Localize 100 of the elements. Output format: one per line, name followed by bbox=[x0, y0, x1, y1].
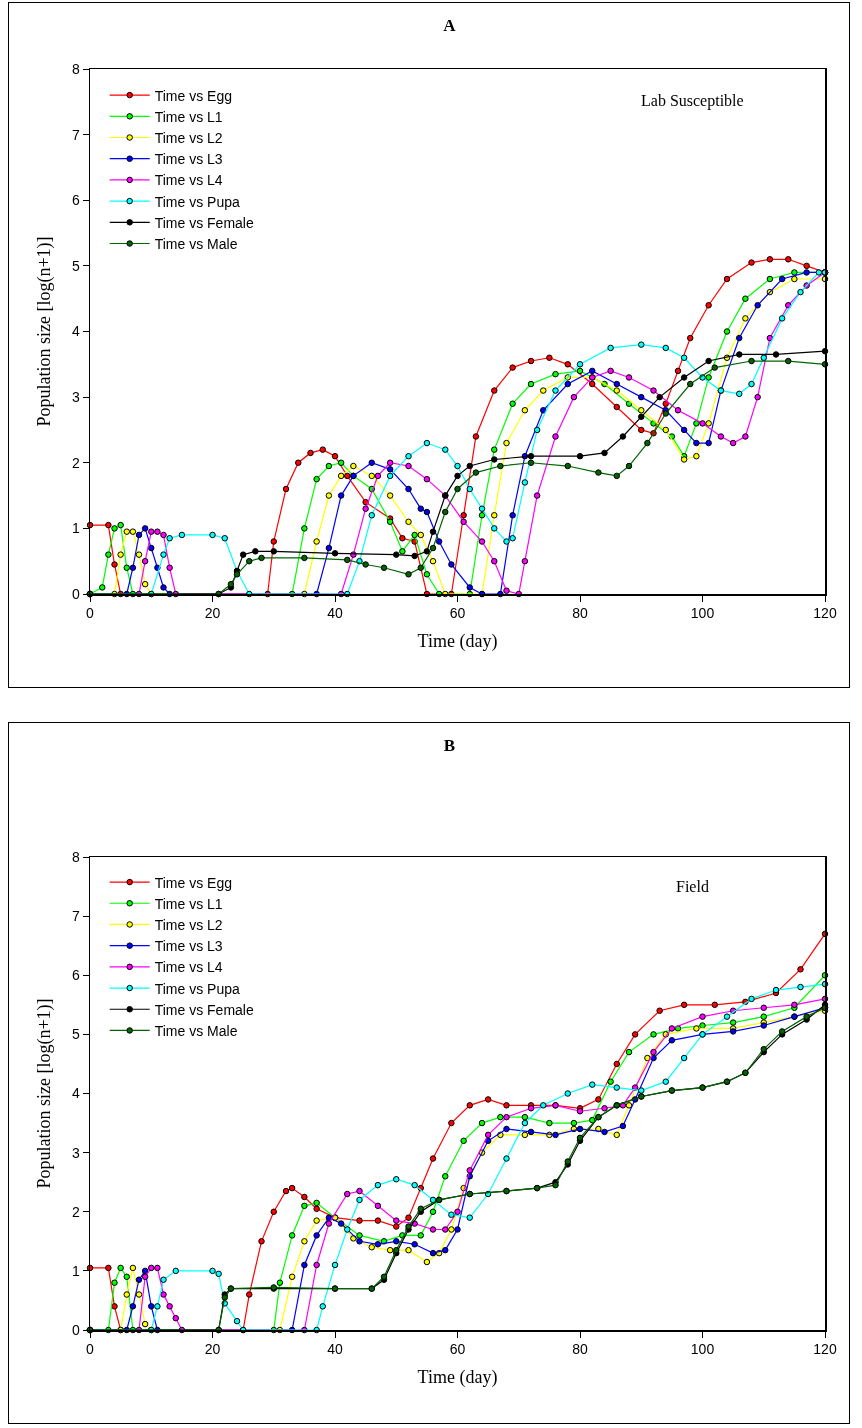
point bbox=[105, 551, 112, 558]
point bbox=[680, 1054, 688, 1062]
point bbox=[460, 512, 467, 519]
point bbox=[111, 1303, 118, 1310]
point bbox=[301, 1238, 308, 1245]
point bbox=[350, 551, 357, 558]
point bbox=[166, 564, 173, 571]
point bbox=[491, 557, 498, 565]
y-axis-title: Population size [log(n+1)] bbox=[34, 998, 56, 1189]
point bbox=[466, 462, 473, 470]
point bbox=[423, 508, 431, 516]
point bbox=[705, 374, 712, 381]
point bbox=[680, 1001, 688, 1009]
point bbox=[625, 374, 633, 381]
point bbox=[748, 380, 755, 388]
point bbox=[148, 544, 155, 552]
point bbox=[160, 551, 167, 558]
point bbox=[301, 1202, 308, 1210]
point bbox=[564, 462, 571, 470]
x-tick-label: 20 bbox=[204, 605, 221, 622]
point bbox=[368, 459, 375, 466]
y-tick-label: 7 bbox=[71, 126, 80, 143]
point bbox=[417, 505, 424, 512]
point bbox=[680, 426, 688, 434]
point bbox=[386, 472, 394, 480]
point bbox=[429, 1249, 437, 1257]
point bbox=[160, 531, 167, 539]
point bbox=[374, 1181, 382, 1189]
point bbox=[527, 357, 535, 365]
point bbox=[546, 1119, 553, 1127]
point bbox=[619, 1122, 627, 1130]
point bbox=[154, 1303, 161, 1310]
legend-label: Time vs Egg bbox=[154, 874, 232, 891]
point bbox=[662, 426, 669, 434]
point bbox=[674, 367, 682, 375]
point bbox=[613, 1060, 620, 1068]
point bbox=[411, 1181, 418, 1189]
point bbox=[331, 1261, 339, 1269]
point bbox=[356, 1196, 363, 1204]
point bbox=[221, 534, 228, 542]
point bbox=[141, 525, 149, 532]
point bbox=[117, 1264, 124, 1272]
point bbox=[711, 364, 718, 371]
point bbox=[595, 469, 602, 476]
point bbox=[613, 403, 620, 411]
point bbox=[668, 433, 676, 440]
point bbox=[668, 1037, 676, 1044]
point bbox=[509, 512, 516, 519]
point bbox=[160, 1276, 167, 1283]
point bbox=[386, 518, 394, 526]
x-tick-label: 80 bbox=[572, 1341, 588, 1358]
point bbox=[337, 1220, 345, 1227]
point bbox=[301, 525, 308, 532]
point bbox=[166, 534, 173, 542]
point bbox=[527, 459, 535, 466]
point bbox=[570, 393, 578, 401]
y-tick-label: 2 bbox=[71, 454, 80, 471]
point bbox=[374, 1202, 382, 1210]
point bbox=[135, 1276, 143, 1283]
point bbox=[178, 531, 186, 539]
point bbox=[141, 1273, 149, 1281]
y-tick-label: 4 bbox=[71, 1085, 80, 1102]
point bbox=[233, 1317, 241, 1325]
point bbox=[123, 528, 130, 535]
point bbox=[288, 1184, 296, 1192]
point bbox=[423, 548, 431, 555]
point bbox=[723, 275, 731, 283]
point bbox=[288, 1232, 296, 1239]
point bbox=[491, 456, 498, 463]
point bbox=[454, 472, 461, 480]
point bbox=[227, 580, 235, 588]
point bbox=[460, 518, 467, 526]
point bbox=[252, 548, 259, 555]
point bbox=[576, 361, 584, 368]
point bbox=[435, 538, 443, 545]
point bbox=[337, 459, 345, 466]
annotation: Lab Susceptible bbox=[641, 92, 744, 110]
point bbox=[209, 531, 216, 539]
point bbox=[362, 561, 369, 568]
point bbox=[687, 334, 694, 342]
point bbox=[166, 1303, 173, 1310]
point bbox=[454, 462, 461, 470]
point bbox=[785, 357, 792, 365]
point bbox=[803, 262, 810, 270]
point bbox=[742, 295, 749, 302]
point bbox=[503, 538, 510, 545]
point bbox=[442, 1226, 449, 1233]
y-tick-label: 1 bbox=[71, 1262, 80, 1279]
point bbox=[466, 1167, 473, 1174]
point bbox=[141, 557, 149, 565]
point bbox=[288, 1273, 296, 1281]
point bbox=[405, 1214, 412, 1221]
point bbox=[135, 531, 143, 539]
point bbox=[270, 548, 277, 555]
point bbox=[521, 407, 529, 414]
point bbox=[693, 439, 700, 447]
point bbox=[656, 1007, 663, 1014]
point bbox=[111, 525, 118, 532]
point bbox=[313, 1232, 320, 1239]
point bbox=[344, 556, 351, 564]
